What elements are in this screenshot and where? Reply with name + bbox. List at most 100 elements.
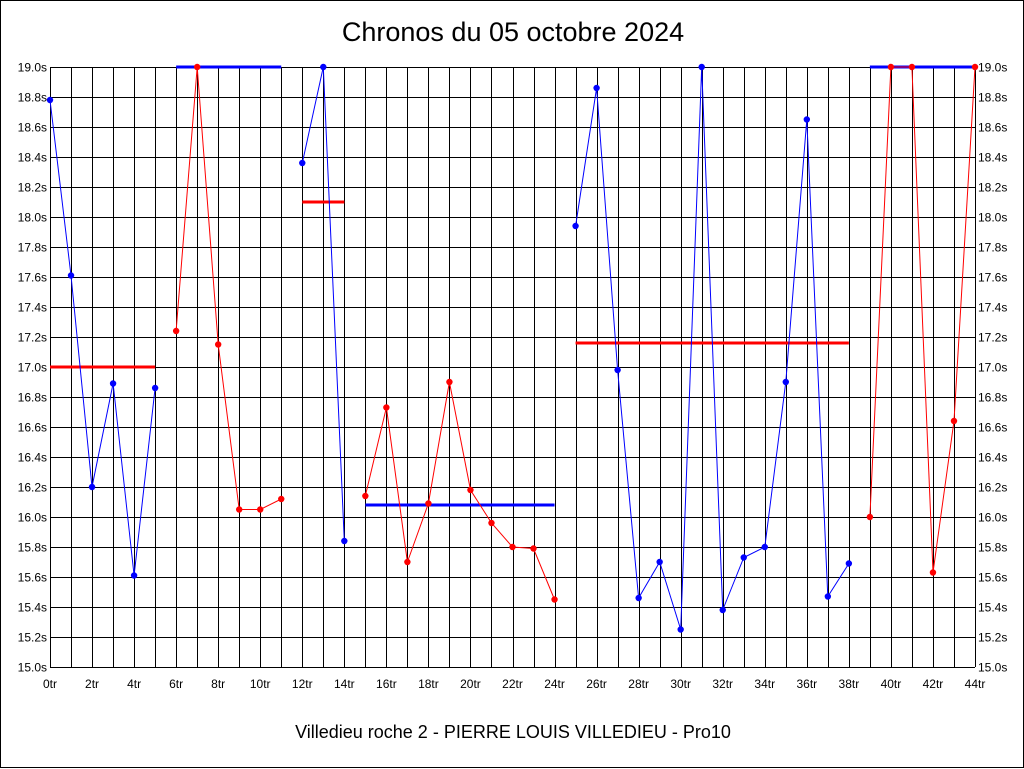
data-point [46, 96, 54, 104]
tick-labels: 15.0s 15.0s 15.2s 15.2s 15.4s 15.4s 15.6s 15.6s… [18, 61, 1008, 692]
series-line [175, 66, 282, 510]
data-point [656, 558, 663, 566]
y-tick-label-left: 16.6s [18, 421, 47, 435]
data-point [236, 506, 243, 513]
grid [50, 67, 976, 668]
data-point [551, 596, 558, 603]
y-tick-label-left: 15.0s [18, 661, 47, 675]
y-tick-label-left: 17.6s [18, 271, 47, 285]
y-tick-label-right: 15.2s [978, 631, 1007, 645]
x-tick-label: 40tr [881, 677, 902, 691]
y-tick-label-right: 17.4s [978, 301, 1007, 315]
y-tick-label-right: 16.6s [978, 421, 1007, 435]
data-point [446, 378, 453, 386]
data-point [530, 545, 537, 552]
y-tick-label-left: 17.4s [18, 301, 47, 315]
x-tick-label: 6tr [169, 677, 183, 691]
x-tick-label: 38tr [839, 677, 860, 691]
x-tick-label: 30tr [670, 677, 691, 691]
data-point [572, 222, 579, 230]
x-tick-label: 44tr [965, 677, 986, 691]
data-point [151, 384, 159, 392]
x-tick-label: 18tr [418, 677, 439, 691]
x-tick-label: 34tr [754, 677, 775, 691]
x-tick-label: 16tr [376, 677, 397, 691]
data-point [193, 63, 201, 71]
x-tick-label: 10tr [250, 677, 271, 691]
y-tick-label-right: 19.0s [978, 61, 1007, 75]
data-point [950, 417, 958, 425]
y-tick-label-right: 17.0s [978, 361, 1007, 375]
data-point [278, 495, 285, 503]
data-point [172, 327, 180, 335]
y-tick-label-right: 18.0s [978, 211, 1007, 225]
data-point [866, 513, 874, 521]
data-point [635, 594, 642, 602]
y-tick-label-right: 17.2s [978, 331, 1007, 345]
x-tick-label: 42tr [923, 677, 944, 691]
x-tick-label: 22tr [502, 677, 523, 691]
y-tick-label-left: 16.4s [18, 451, 47, 465]
y-tick-label-left: 18.8s [18, 91, 47, 105]
x-tick-label: 32tr [712, 677, 733, 691]
data-point [488, 519, 495, 527]
data-point [109, 380, 117, 387]
chart-title: Chronos du 05 octobre 2024 [341, 17, 685, 47]
y-tick-label-left: 16.8s [18, 391, 47, 405]
series-line [575, 66, 850, 630]
y-tick-label-right: 18.2s [978, 181, 1007, 195]
y-tick-label-right: 16.2s [978, 481, 1007, 495]
y-tick-label-right: 16.4s [978, 451, 1007, 465]
data-point [698, 63, 705, 71]
y-tick-label-right: 15.4s [978, 601, 1007, 615]
data-point [425, 500, 432, 507]
data-point [341, 537, 348, 545]
x-tick-label: 26tr [586, 677, 607, 691]
data-point [320, 63, 327, 71]
data-point [383, 404, 390, 411]
y-tick-label-left: 19.0s [18, 61, 47, 75]
data-point [887, 63, 895, 71]
y-tick-label-right: 15.8s [978, 541, 1007, 555]
data-point [677, 626, 684, 633]
y-tick-label-right: 18.6s [978, 121, 1007, 135]
data-point [719, 606, 726, 614]
y-tick-label-right: 16.8s [978, 391, 1007, 405]
data-point [130, 572, 138, 579]
x-tick-label: 20tr [460, 677, 481, 691]
series-line [364, 381, 555, 600]
y-tick-label-right: 18.4s [978, 151, 1007, 165]
y-tick-label-left: 15.6s [18, 571, 47, 585]
data-point [845, 560, 853, 567]
data-point [803, 116, 811, 123]
y-tick-label-right: 15.0s [978, 661, 1007, 675]
y-tick-label-left: 15.4s [18, 601, 47, 615]
data-point [824, 593, 832, 600]
data-point [362, 492, 369, 500]
x-tick-label: 4tr [127, 677, 141, 691]
data-point [593, 84, 600, 92]
y-tick-label-left: 18.0s [18, 211, 47, 225]
y-tick-label-left: 18.4s [18, 151, 47, 165]
y-tick-label-left: 17.8s [18, 241, 47, 255]
y-tick-label-right: 17.6s [978, 271, 1007, 285]
y-tick-label-right: 18.8s [978, 91, 1007, 105]
data-point [67, 272, 75, 279]
data-point [761, 543, 768, 551]
series-line [869, 66, 976, 573]
data-point [929, 569, 937, 576]
x-tick-label: 2tr [85, 677, 99, 691]
series-lines [46, 63, 979, 633]
data-point [467, 486, 474, 494]
y-tick-label-right: 17.8s [978, 241, 1007, 255]
y-tick-label-left: 17.2s [18, 331, 47, 345]
x-tick-label: 8tr [211, 677, 225, 691]
x-tick-label: 14tr [334, 677, 355, 691]
y-tick-label-right: 16.0s [978, 511, 1007, 525]
y-tick-label-left: 15.8s [18, 541, 47, 555]
y-tick-label-right: 15.6s [978, 571, 1007, 585]
y-tick-label-left: 15.2s [18, 631, 47, 645]
x-tick-label: 36tr [796, 677, 817, 691]
